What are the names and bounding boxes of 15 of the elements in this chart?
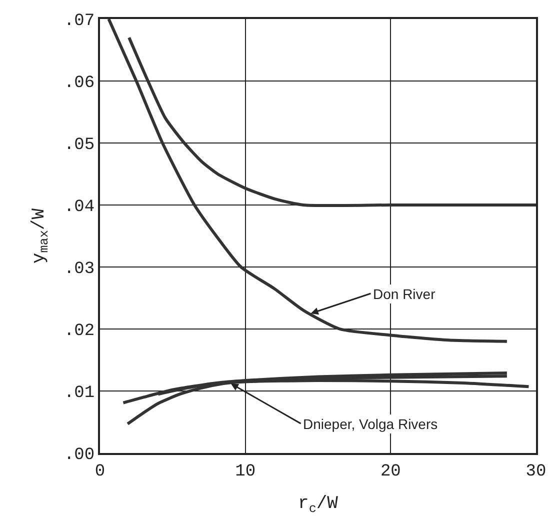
y-tick-label: .05 [64, 136, 95, 155]
y-tick-label: .06 [64, 74, 95, 93]
x-tick-label: 20 [380, 462, 401, 482]
annotation: Dnieper, Volga Rivers [303, 416, 438, 432]
y-tick-label: .03 [64, 260, 95, 279]
y-tick-label: .00 [64, 446, 95, 465]
y-tick-label: .04 [64, 198, 95, 217]
y-tick-label: .07 [64, 12, 95, 31]
y-tick-label: .01 [64, 384, 95, 403]
x-tick-label: 30 [526, 462, 546, 482]
y-tick-label: .02 [64, 322, 95, 341]
annotation: Don River [373, 286, 436, 302]
x-tick-label: 10 [235, 462, 256, 482]
x-axis-title: r$_{c}$/W [298, 494, 338, 516]
x-tick-label: 0 [94, 462, 106, 482]
